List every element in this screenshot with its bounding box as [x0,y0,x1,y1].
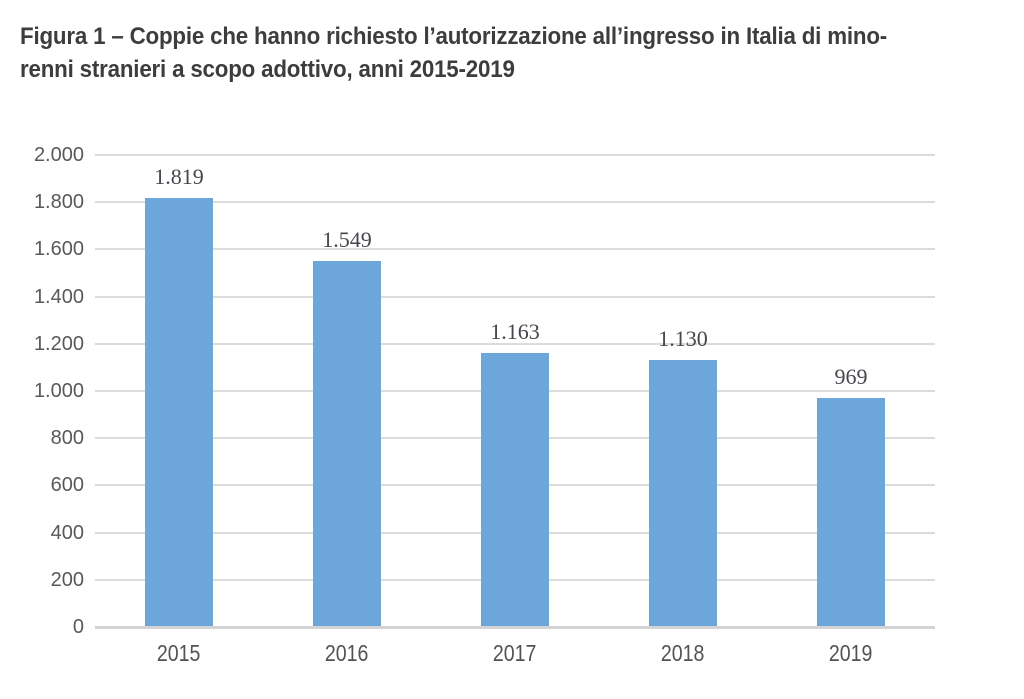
x-axis-tick-label: 2018 [613,640,753,666]
bar-value-label: 1.130 [658,326,708,352]
bar-value-label: 1.549 [322,227,372,253]
y-axis-tick-label: 200 [50,568,84,591]
x-axis-tick-label: 2019 [781,640,921,666]
gridline [95,342,935,345]
bar-2016 [313,261,381,627]
y-axis-tick-label: 1.200 [33,332,84,355]
y-axis-tick-label: 1.400 [33,285,84,308]
bar-value-label: 1.819 [154,163,204,189]
x-axis-tick-label: 2016 [277,640,417,666]
bar-value-label: 969 [834,364,868,390]
y-axis-tick-label: 1.000 [33,380,84,402]
gridline [95,248,935,251]
gridline [95,295,935,298]
y-axis-tick-label: 800 [50,427,84,450]
y-axis-tick-label: 0 [72,616,84,638]
x-axis-tick-label-text: 2016 [325,640,369,666]
figure-title: Figura 1 – Coppie che hanno richiesto l’… [20,20,887,86]
bar-2017 [481,352,549,627]
y-axis-tick-label: 1.600 [33,238,84,261]
y-axis-tick-label: 2.000 [33,144,84,166]
x-axis-tick-label: 2015 [109,640,249,666]
bar-2015 [145,197,213,627]
x-axis-tick-label: 2017 [445,640,585,666]
y-axis-tick-label: 400 [50,521,84,544]
figure-title-line-1: Figura 1 – Coppie che hanno richiesto l’… [20,23,888,50]
bar-chart-plot-area: 0 200 400 600 800 1.000 1.200 1.400 1.600 1.800 2.… [34,144,935,666]
bar-2019 [817,398,885,627]
y-axis-tick-label: 1.800 [33,191,84,214]
gridline [95,154,935,156]
figure-title-line-2: renni stranieri a scopo adottivo, anni 2… [20,56,515,83]
x-axis-tick-label-text: 2015 [157,640,201,666]
x-axis-tick-label-text: 2018 [661,640,705,666]
x-axis-tick-label-text: 2019 [829,640,873,666]
x-axis-tick-label-text: 2017 [493,640,537,666]
x-axis-line [95,626,935,629]
bar-value-label: 1.163 [490,318,540,344]
bar-2018 [649,360,717,627]
gridline [95,201,935,204]
y-axis-tick-label: 600 [50,474,84,497]
